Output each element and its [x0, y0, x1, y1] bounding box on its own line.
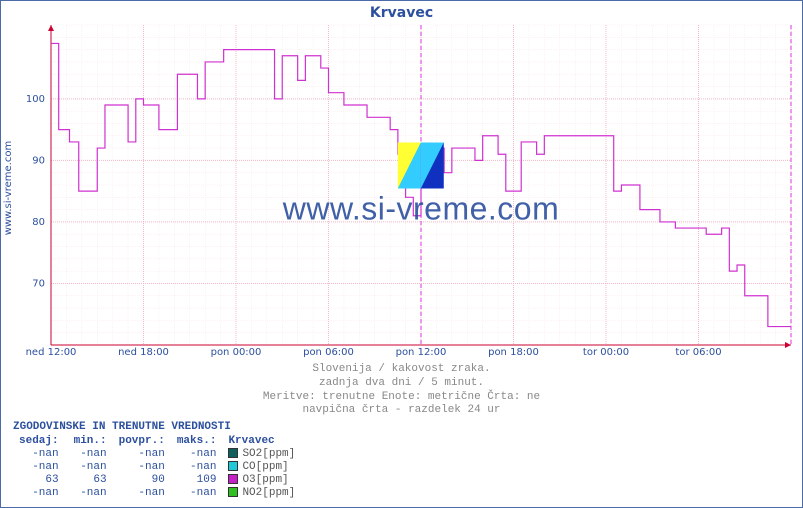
stats-series-label: CO[ppm]: [222, 461, 301, 474]
chart-title: Krvavec: [1, 5, 802, 21]
x-tick-label: tor 06:00: [675, 347, 721, 358]
stats-col-header: min.:: [65, 435, 113, 448]
color-swatch-icon: [228, 448, 238, 458]
stats-series-label: O3[ppm]: [222, 474, 301, 487]
svg-text:90: 90: [32, 155, 45, 166]
stats-col-header: Krvavec: [222, 435, 301, 448]
site-label-vertical: www.si-vreme.com: [3, 141, 14, 236]
caption-line: Meritve: trenutne Enote: metrične Črta: …: [1, 391, 802, 405]
stats-value: -nan: [171, 461, 223, 474]
x-axis-labels: ned 12:00ned 18:00pon 00:00pon 06:00pon …: [51, 347, 791, 361]
stats-header: ZGODOVINSKE IN TRENUTNE VREDNOSTI: [13, 421, 301, 433]
stats-value: 63: [65, 474, 113, 487]
caption-line: navpična črta - razdelek 24 ur: [1, 404, 802, 418]
table-row: -nan-nan-nan-nanNO2[ppm]: [13, 487, 301, 500]
x-tick-label: pon 12:00: [396, 347, 447, 358]
x-tick-label: ned 18:00: [118, 347, 169, 358]
color-swatch-icon: [228, 461, 238, 471]
table-row: 636390109O3[ppm]: [13, 474, 301, 487]
stats-value: -nan: [13, 461, 65, 474]
stats-table: sedaj:min.:povpr.:maks.:Krvavec -nan-nan…: [13, 435, 301, 500]
stats-value: -nan: [171, 448, 223, 461]
caption-line: zadnja dva dni / 5 minut.: [1, 377, 802, 391]
stats-value: -nan: [113, 487, 171, 500]
stats-value: 90: [113, 474, 171, 487]
chart-caption: Slovenija / kakovost zraka. zadnja dva d…: [1, 363, 802, 418]
stats-value: -nan: [171, 487, 223, 500]
stats-value: -nan: [65, 461, 113, 474]
stats-col-header: maks.:: [171, 435, 223, 448]
x-tick-label: ned 12:00: [26, 347, 77, 358]
x-tick-label: pon 00:00: [211, 347, 262, 358]
stats-col-header: povpr.:: [113, 435, 171, 448]
stats-value: -nan: [65, 487, 113, 500]
stats-col-header: sedaj:: [13, 435, 65, 448]
color-swatch-icon: [228, 474, 238, 484]
stats-value: -nan: [13, 487, 65, 500]
stats-value: -nan: [113, 448, 171, 461]
stats-value: 63: [13, 474, 65, 487]
stats-value: -nan: [65, 448, 113, 461]
stats-value: -nan: [13, 448, 65, 461]
x-tick-label: tor 00:00: [583, 347, 629, 358]
color-swatch-icon: [228, 487, 238, 497]
caption-line: Slovenija / kakovost zraka.: [1, 363, 802, 377]
stats-value: 109: [171, 474, 223, 487]
svg-text:70: 70: [32, 278, 45, 289]
stats-value: -nan: [113, 461, 171, 474]
table-row: -nan-nan-nan-nanSO2[ppm]: [13, 448, 301, 461]
svg-text:80: 80: [32, 217, 45, 228]
stats-series-label: NO2[ppm]: [222, 487, 301, 500]
stats-block: ZGODOVINSKE IN TRENUTNE VREDNOSTI sedaj:…: [13, 421, 301, 500]
svg-text:100: 100: [26, 94, 45, 105]
table-row: -nan-nan-nan-nanCO[ppm]: [13, 461, 301, 474]
chart-plot: 708090100 www.si-vreme.com: [51, 25, 791, 345]
x-tick-label: pon 06:00: [303, 347, 354, 358]
chart-frame: Krvavec www.si-vreme.com 708090100 www.s…: [0, 0, 803, 508]
x-tick-label: pon 18:00: [488, 347, 539, 358]
stats-series-label: SO2[ppm]: [222, 448, 301, 461]
